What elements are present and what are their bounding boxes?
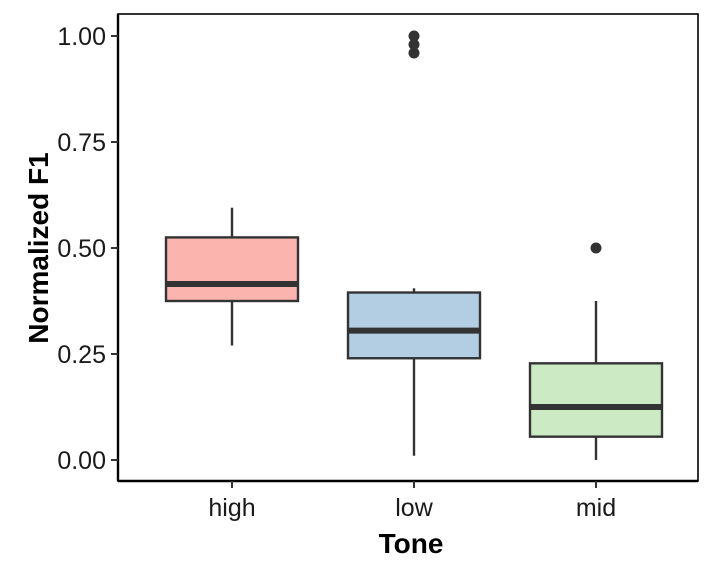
y-tick-label: 0.50 (57, 235, 106, 263)
outlier-point (408, 30, 420, 42)
outlier-point (408, 47, 420, 59)
x-tick-label: low (395, 494, 433, 522)
x-axis-title: Tone (379, 528, 444, 559)
outlier-point (590, 242, 602, 254)
y-tick-label: 0.75 (57, 129, 106, 157)
y-tick-label: 1.00 (57, 23, 106, 51)
y-axis-title: Normalized F1 (23, 152, 54, 343)
box-high (164, 236, 300, 303)
y-tick-label: 0.00 (57, 447, 106, 475)
outlier-point (408, 38, 420, 50)
plot-area: 0.00 0.25 0.50 0.75 1.00 high low mid (57, 13, 699, 522)
box-low (346, 291, 482, 360)
x-tick-label: high (208, 494, 255, 522)
box-mid (528, 362, 664, 438)
x-tick-label: mid (576, 494, 616, 522)
y-tick-label: 0.25 (57, 341, 106, 369)
